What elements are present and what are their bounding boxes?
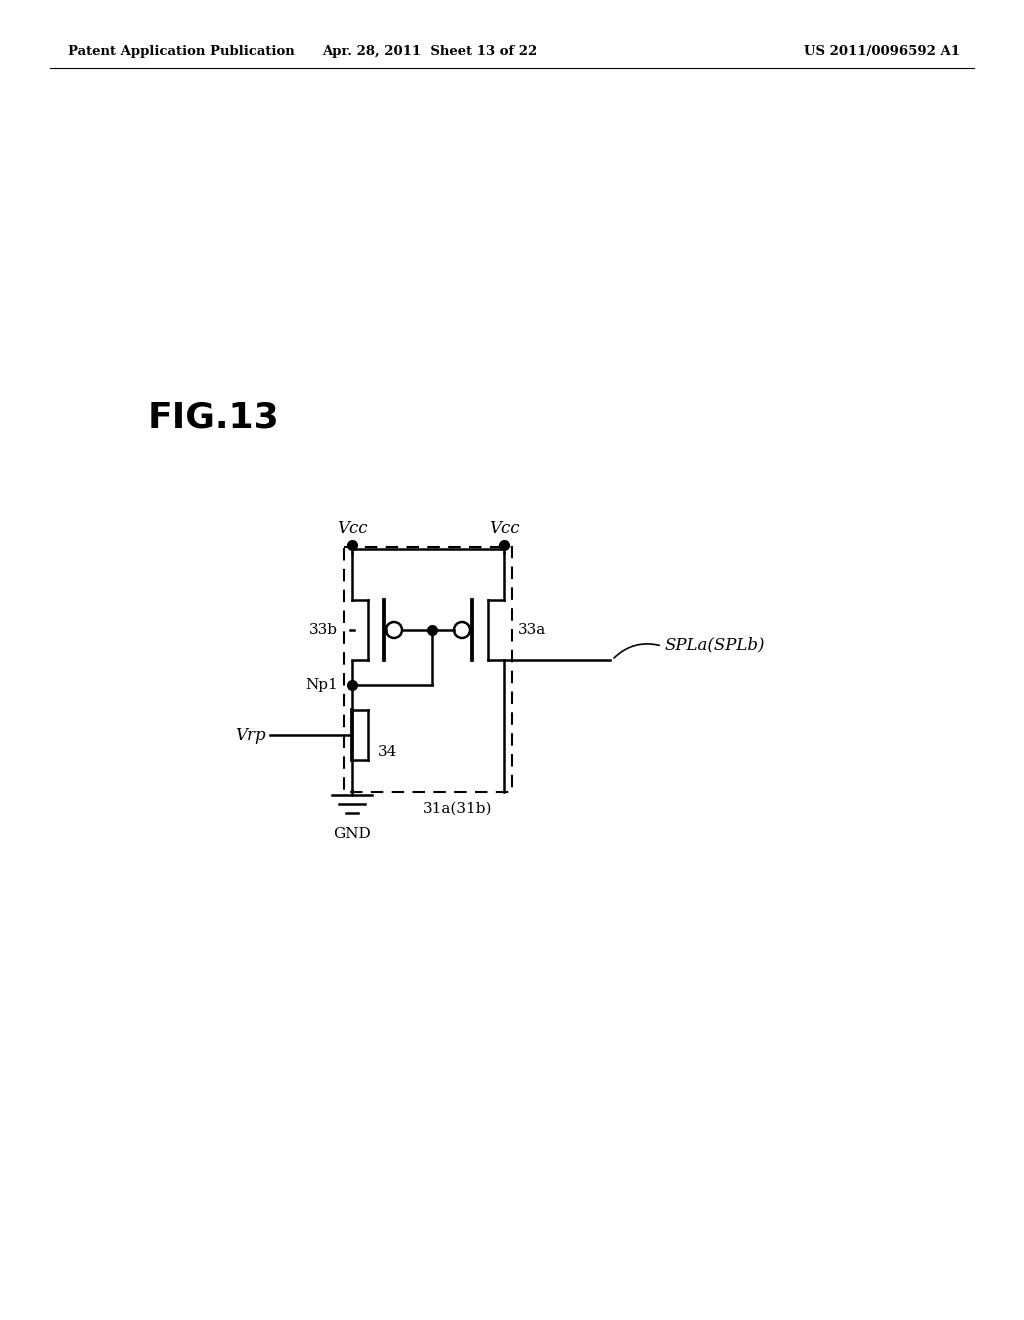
FancyArrowPatch shape (614, 644, 659, 659)
Text: 31a(31b): 31a(31b) (423, 803, 493, 816)
Text: 33a: 33a (518, 623, 546, 638)
Text: Patent Application Publication: Patent Application Publication (68, 45, 295, 58)
Text: GND: GND (333, 828, 371, 841)
Text: Np1: Np1 (305, 678, 338, 692)
Text: 33b: 33b (309, 623, 338, 638)
Text: Vcc: Vcc (337, 520, 368, 537)
Text: Vrp: Vrp (236, 726, 266, 743)
Text: Vcc: Vcc (488, 520, 519, 537)
Text: 34: 34 (378, 744, 397, 759)
Text: US 2011/0096592 A1: US 2011/0096592 A1 (804, 45, 961, 58)
Bar (344, 546, 512, 792)
Text: SPLa(SPLb): SPLa(SPLb) (665, 636, 766, 653)
Text: Apr. 28, 2011  Sheet 13 of 22: Apr. 28, 2011 Sheet 13 of 22 (323, 45, 538, 58)
Text: FIG.13: FIG.13 (148, 400, 280, 434)
